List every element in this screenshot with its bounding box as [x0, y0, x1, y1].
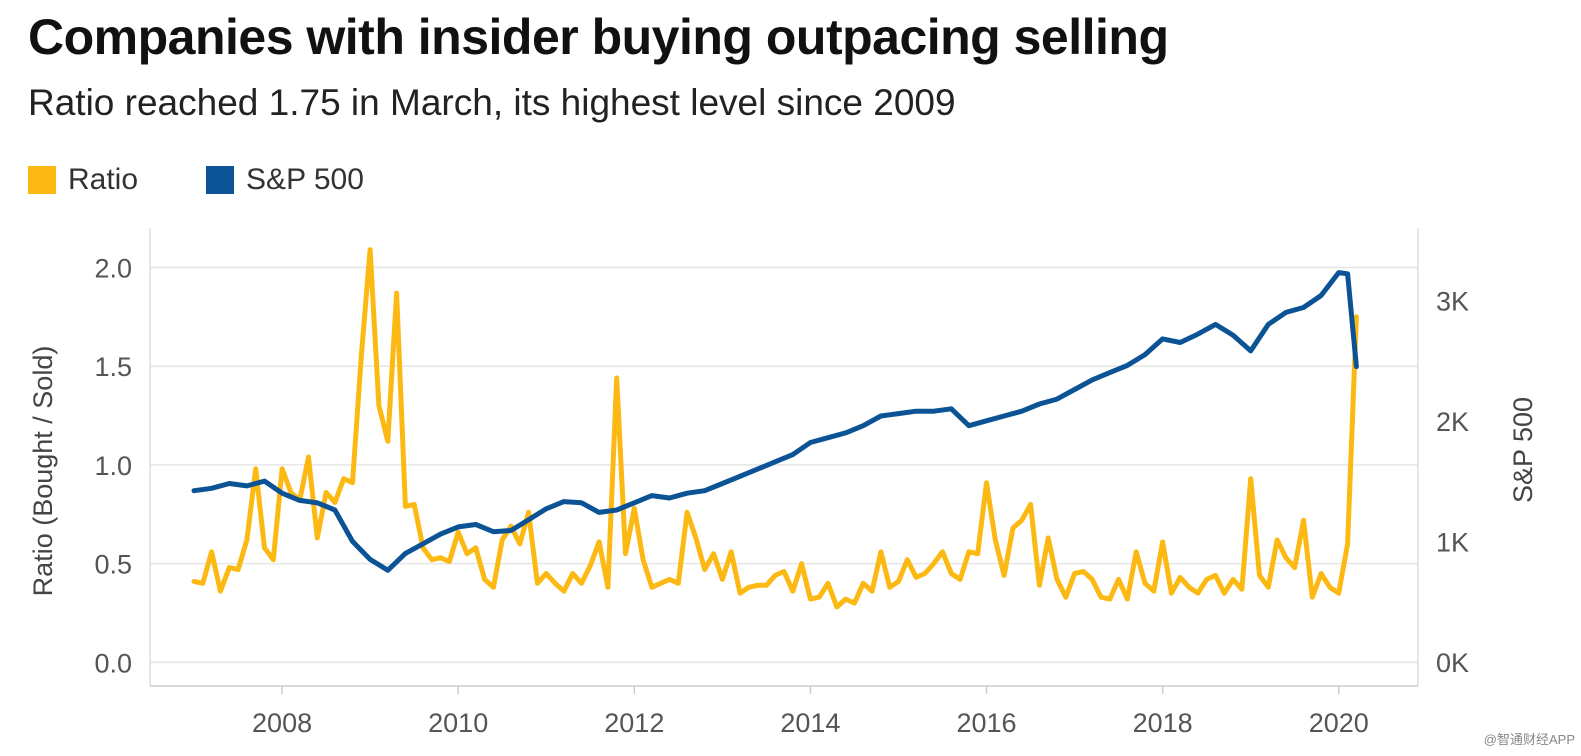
x-tick-label: 2012 [604, 708, 664, 738]
y2-tick-label: 0K [1436, 648, 1469, 678]
x-tick-label: 2020 [1309, 708, 1369, 738]
y-tick-label: 1.0 [94, 451, 132, 481]
y2-tick-label: 1K [1436, 527, 1469, 557]
legend: Ratio S&P 500 [28, 163, 432, 197]
y-axis-title: Ratio (Bought / Sold) [28, 346, 58, 597]
x-tick-label: 2010 [428, 708, 488, 738]
y2-tick-label: 2K [1436, 407, 1469, 437]
legend-item-ratio: Ratio [28, 163, 138, 197]
y-tick-label: 0.5 [94, 550, 132, 580]
x-tick-label: 2018 [1133, 708, 1193, 738]
y2-tick-label: 3K [1436, 286, 1469, 316]
legend-label-sp500: S&P 500 [246, 163, 364, 196]
x-tick-label: 2014 [780, 708, 840, 738]
legend-swatch-ratio [28, 166, 56, 194]
x-tick-label: 2016 [956, 708, 1016, 738]
series-line-s-p-500 [191, 270, 1359, 573]
legend-item-sp500: S&P 500 [206, 163, 364, 197]
chart-title: Companies with insider buying outpacing … [28, 9, 1169, 65]
series-line-ratio [191, 247, 1359, 610]
legend-label-ratio: Ratio [68, 163, 139, 196]
y-tick-label: 0.0 [94, 648, 132, 678]
y-tick-label: 2.0 [94, 253, 132, 283]
y-tick-label: 1.5 [94, 352, 132, 382]
x-tick-label: 2008 [252, 708, 312, 738]
chart-subtitle: Ratio reached 1.75 in March, its highest… [28, 82, 956, 123]
legend-swatch-sp500 [206, 166, 235, 194]
watermark: @智通财经APP [1483, 732, 1575, 747]
y2-axis-title: S&P 500 [1508, 397, 1538, 503]
